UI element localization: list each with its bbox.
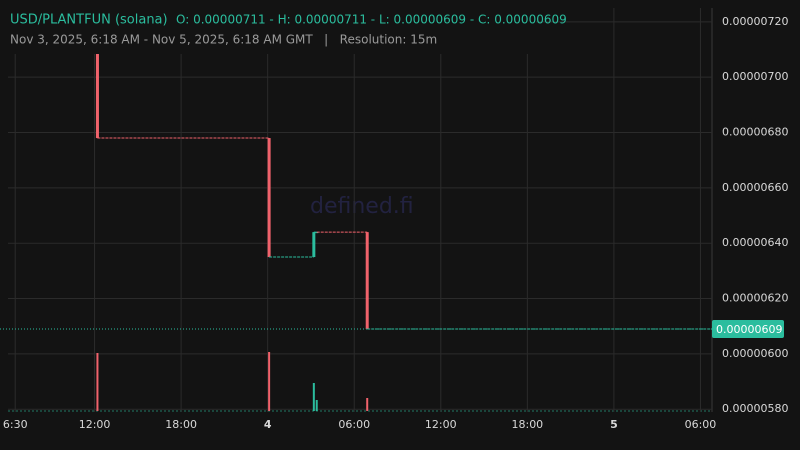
x-tick-label: 12:00 bbox=[79, 418, 111, 431]
y-tick-label: 0.00000600 bbox=[722, 347, 788, 360]
candle-body bbox=[95, 46, 99, 139]
x-tick-label: 18:00 bbox=[511, 418, 543, 431]
volume-bar bbox=[315, 400, 318, 411]
candle-body bbox=[365, 232, 369, 329]
plot-area bbox=[0, 8, 712, 412]
y-tick-label: 0.00000680 bbox=[722, 126, 788, 139]
y-tick-label: 0.00000620 bbox=[722, 292, 788, 305]
x-tick-label: 06:00 bbox=[338, 418, 370, 431]
current-price-label: 0.00000609 bbox=[716, 323, 782, 336]
ohlc-readout: O: 0.00000711 - H: 0.00000711 - L: 0.000… bbox=[176, 13, 567, 27]
volume-bar bbox=[312, 383, 315, 411]
candle-body bbox=[312, 232, 316, 258]
volume-bar bbox=[366, 398, 369, 411]
y-tick-label: 0.00000700 bbox=[722, 70, 788, 83]
watermark: defined.fi bbox=[310, 194, 414, 219]
y-tick-label: 0.00000640 bbox=[722, 236, 788, 249]
volume-bar bbox=[268, 352, 271, 411]
x-tick-label: 06:00 bbox=[685, 418, 717, 431]
x-tick-label: 5 bbox=[610, 418, 618, 431]
x-tick-label: 18:00 bbox=[165, 418, 197, 431]
y-tick-label: 0.00000580 bbox=[722, 402, 788, 415]
x-tick-label: 6:30 bbox=[3, 418, 28, 431]
y-tick-label: 0.00000660 bbox=[722, 181, 788, 194]
y-tick-label: 0.00000720 bbox=[722, 15, 788, 28]
chart-subtitle: Nov 3, 2025, 6:18 AM - Nov 5, 2025, 6:18… bbox=[10, 33, 437, 47]
candle-body bbox=[267, 138, 271, 258]
header-bg bbox=[6, 8, 536, 54]
chart-title: USD/PLANTFUN (solana) bbox=[10, 13, 168, 28]
x-tick-label: 4 bbox=[264, 418, 272, 431]
x-tick-label: 12:00 bbox=[425, 418, 457, 431]
volume-bar bbox=[96, 353, 99, 411]
current-price-box bbox=[712, 319, 784, 338]
